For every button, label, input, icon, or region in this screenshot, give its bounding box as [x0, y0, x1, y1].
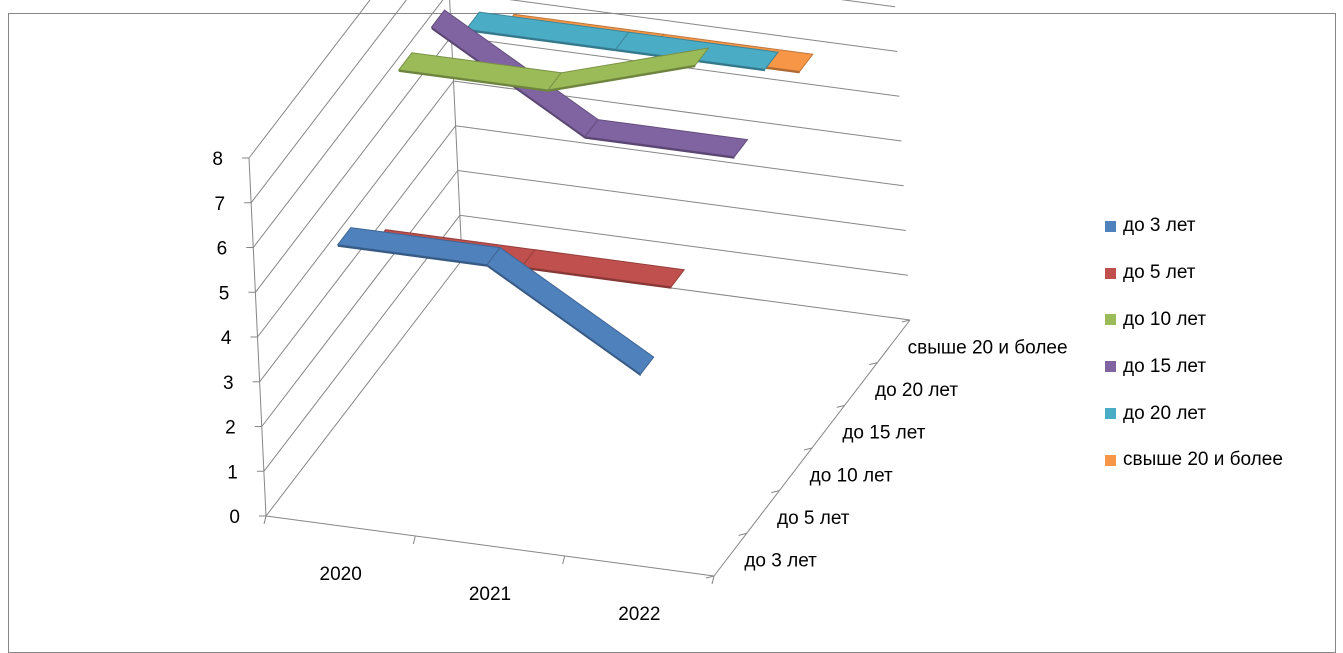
- series-segment-edge: [585, 136, 735, 159]
- x-tick: [562, 555, 566, 565]
- legend-label: до 20 лет: [1123, 402, 1207, 424]
- gridline: [252, 0, 898, 248]
- legend-item: до 15 лет: [1105, 343, 1283, 390]
- y-tick-label: 4: [221, 328, 232, 349]
- series-ribbon: [397, 47, 710, 92]
- legend-swatch: [1105, 454, 1116, 466]
- legend-item: до 5 лет: [1105, 250, 1283, 297]
- series-ribbons: [336, 9, 814, 377]
- series-segment: [486, 246, 655, 375]
- legend-swatch: [1105, 361, 1116, 373]
- legend-swatch: [1105, 408, 1116, 420]
- series-segment-edge: [398, 69, 549, 92]
- series-segment-edge: [466, 29, 616, 52]
- legend-label: свыше 20 и более: [1123, 449, 1283, 471]
- y-tick-label: 7: [215, 194, 226, 215]
- gridline: [248, 0, 371, 159]
- legend-item: до 20 лет: [1105, 390, 1283, 437]
- series-ribbon: [336, 227, 655, 377]
- axes: [242, 157, 911, 585]
- legend-swatch: [1105, 220, 1116, 232]
- y-tick-label: 5: [219, 283, 230, 304]
- y-tick-label: 2: [225, 418, 236, 439]
- x-tick: [263, 515, 267, 525]
- depth-tick: [836, 404, 845, 408]
- chart-frame: [8, 13, 1336, 653]
- depth-tick: [869, 362, 878, 366]
- depth-tick: [738, 532, 747, 536]
- x-tick-label: 2022: [618, 604, 660, 625]
- series-segment: [546, 47, 710, 91]
- depth-tick-label: свыше 20 и более: [908, 337, 1068, 358]
- x-tick: [412, 535, 416, 545]
- depth-tick-label: до 5 лет: [777, 508, 850, 529]
- y-tick-label: 1: [227, 462, 238, 483]
- gridline: [259, 125, 904, 383]
- legend-item: до 3 лет: [1105, 203, 1283, 250]
- y-tick-label: 0: [229, 507, 240, 528]
- gridline: [263, 214, 908, 472]
- depth-tick-label: до 10 лет: [810, 465, 893, 486]
- x-tick-label: 2020: [320, 564, 362, 585]
- depth-tick-label: до 15 лет: [842, 423, 925, 444]
- back-wall-edge: [449, 0, 463, 261]
- series-segment-edge: [337, 244, 488, 267]
- legend-swatch: [1105, 314, 1116, 326]
- depth-tick: [803, 447, 813, 451]
- y-tick-label: 3: [223, 373, 234, 394]
- x-axis: [265, 515, 715, 577]
- legend-label: до 15 лет: [1123, 355, 1207, 377]
- series-segment-edge: [521, 266, 672, 289]
- legend-swatch: [1105, 267, 1116, 279]
- legend-label: до 10 лет: [1123, 308, 1207, 330]
- series-segment-edge: [487, 264, 641, 377]
- series-segment-edge: [548, 65, 696, 92]
- depth-tick: [705, 575, 715, 579]
- y-tick-label: 8: [212, 149, 223, 170]
- depth-tick-label: до 3 лет: [744, 551, 817, 572]
- depth-tick-label: до 20 лет: [875, 380, 958, 401]
- legend-item: до 10 лет: [1105, 297, 1283, 344]
- depth-tick: [901, 319, 911, 323]
- x-tick-label: 2021: [469, 584, 511, 605]
- y-tick-label: 6: [217, 239, 228, 260]
- legend-label: до 3 лет: [1123, 215, 1196, 237]
- gridline: [250, 0, 896, 204]
- legend: до 3 лет до 5 лет до 10 лет до 15 лет до 20 …: [1105, 203, 1283, 484]
- depth-tick: [771, 490, 780, 494]
- series-segment: [336, 227, 502, 266]
- legend-label: до 5 лет: [1123, 262, 1196, 284]
- tick-labels: 0 1 2 3 4 5 6 7 8 2020 2021 2022 до 3 лет до 5 лет до …: [212, 149, 1067, 625]
- x-tick: [711, 575, 715, 585]
- gridline: [261, 169, 906, 427]
- series-segment: [584, 119, 749, 158]
- legend-item: свыше 20 и более: [1105, 437, 1283, 484]
